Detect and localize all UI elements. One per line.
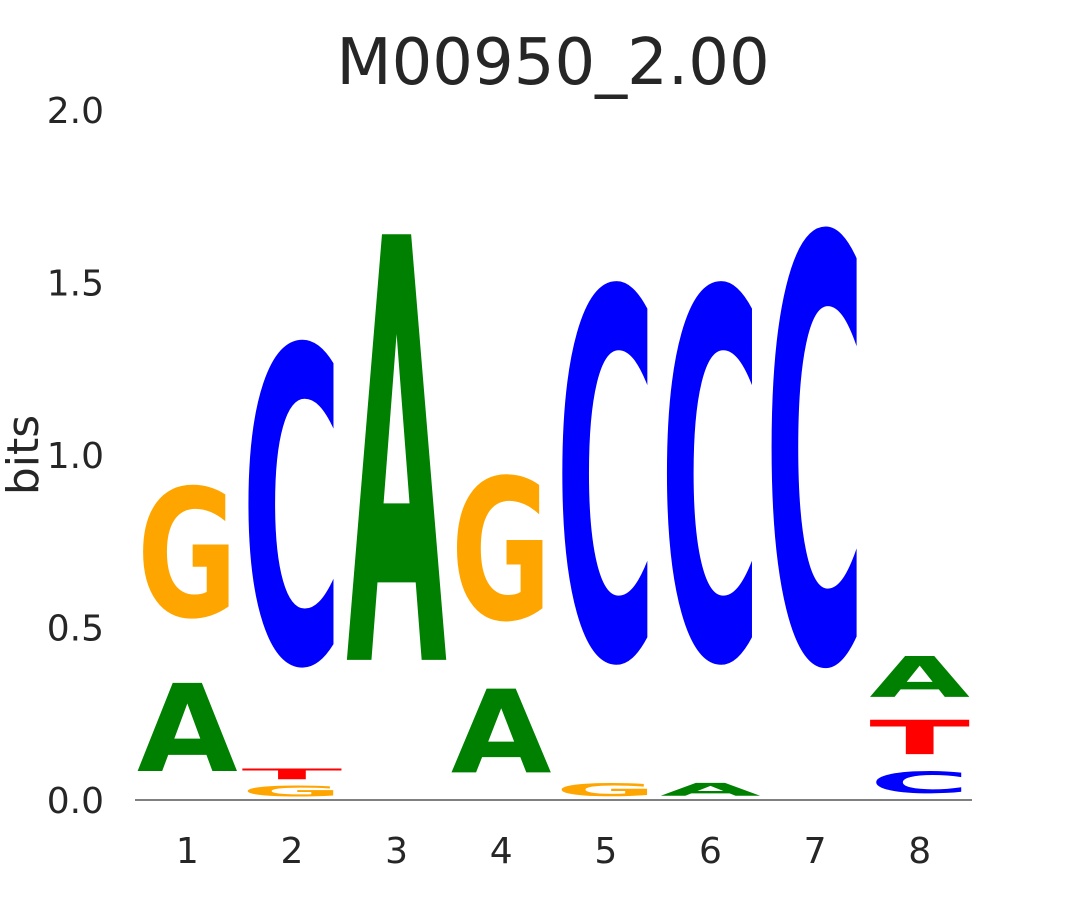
logo-letter: G: [137, 452, 238, 658]
logo-letter: A: [660, 779, 761, 800]
logo-letter: A: [869, 645, 970, 710]
x-tick-label: 1: [176, 831, 199, 872]
logo-letter: C: [869, 766, 970, 800]
y-axis-label: bits: [0, 415, 49, 495]
x-tick-label: 7: [804, 831, 827, 872]
logo-letter: C: [556, 187, 657, 778]
logo-letter: A: [451, 666, 552, 800]
x-tick-label: 3: [385, 831, 408, 872]
y-tick-label: 1.0: [47, 436, 104, 477]
x-tick-label: 8: [908, 831, 931, 872]
logo-letter: A: [137, 658, 238, 800]
x-tick-label: 4: [490, 831, 513, 872]
logo-letter: G: [242, 783, 343, 800]
logo-letter: C: [765, 119, 866, 799]
x-tick-label: 2: [280, 831, 303, 872]
logo-letter: C: [242, 260, 343, 764]
logo-letter: G: [451, 439, 552, 665]
logo-letter: C: [660, 187, 761, 778]
y-tick-label: 1.5: [47, 264, 104, 305]
y-tick-label: 2.0: [47, 91, 104, 132]
logo-letter: T: [869, 710, 970, 765]
y-tick-label: 0.0: [47, 781, 104, 822]
chart-title: M00950_2.00: [336, 26, 769, 100]
y-tick-label: 0.5: [47, 609, 104, 650]
x-tick-label: 5: [594, 831, 617, 872]
logo-letter: A: [346, 117, 448, 798]
x-tick-label: 6: [699, 831, 722, 872]
logo-letter: G: [556, 779, 657, 800]
logo-letter: T: [242, 766, 343, 783]
